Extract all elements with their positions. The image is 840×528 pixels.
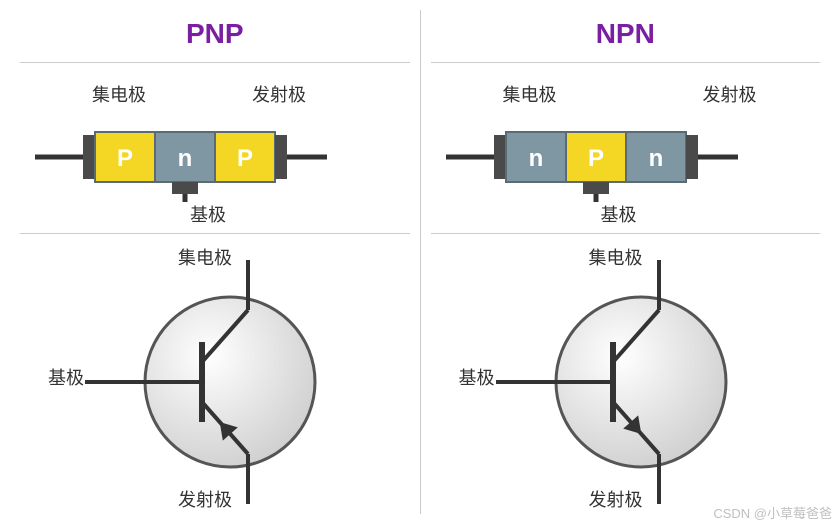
pnp-symbol [80,252,340,512]
npn-base-label: 基极 [601,201,637,227]
pnp-emitter-label: 发射极 [252,81,306,107]
pnp-block-section: 集电极 发射极 Pn P 基极 [10,63,420,233]
npn-block-diagram: n Pn [446,107,806,207]
npn-sym-base: 基极 [459,364,495,390]
npn-symbol-section: 集电极 基极 发射极 [421,234,831,514]
pnp-sym-base: 基极 [48,364,84,390]
svg-text:n: n [528,145,543,172]
pnp-column: PNP 集电极 发射极 Pn P 基极 集电极 基极 发射极 [10,10,421,514]
svg-text:P: P [587,145,603,172]
npn-collector-label: 集电极 [503,81,557,107]
pnp-collector-label: 集电极 [92,81,146,107]
pnp-symbol-section: 集电极 基极 发射极 [10,234,420,514]
svg-text:n: n [648,145,663,172]
pnp-sym-emitter: 发射极 [178,486,232,512]
npn-column: NPN 集电极 发射极 n Pn 基极 集电极 基极 发射极 [421,10,831,514]
svg-text:n: n [178,145,193,172]
pnp-block-diagram: Pn P [35,107,395,207]
npn-symbol [491,252,751,512]
npn-title: NPN [421,10,831,62]
npn-block-section: 集电极 发射极 n Pn 基极 [421,63,831,233]
npn-emitter-label: 发射极 [703,81,757,107]
watermark: CSDN @小草莓爸爸 [713,503,832,522]
pnp-base-label: 基极 [190,201,226,227]
svg-text:P: P [117,145,133,172]
npn-sym-emitter: 发射极 [589,486,643,512]
pnp-title: PNP [10,10,420,62]
diagram-container: PNP 集电极 发射极 Pn P 基极 集电极 基极 发射极 NPN 集电极 发射… [10,0,830,514]
svg-text:P: P [237,145,253,172]
